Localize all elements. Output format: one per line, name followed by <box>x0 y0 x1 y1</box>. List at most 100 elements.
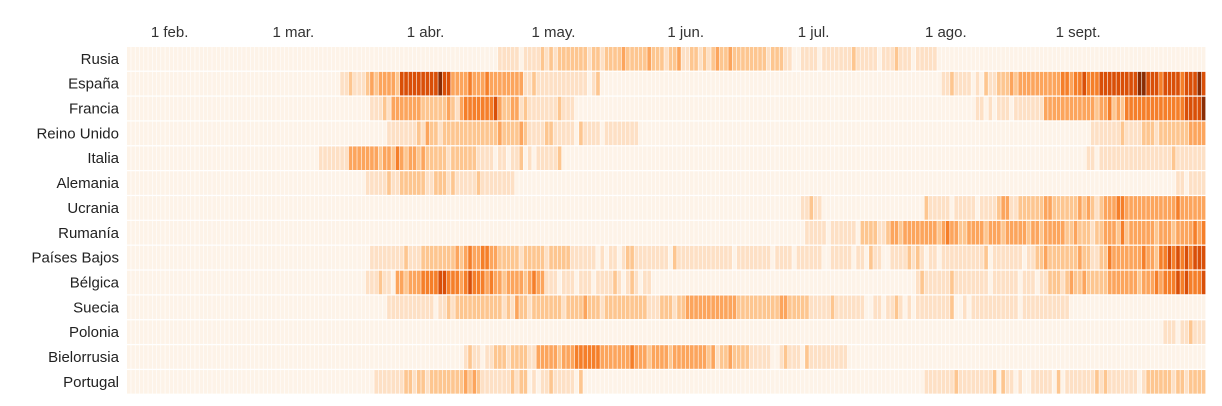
heatmap-cell <box>698 47 703 71</box>
heatmap-cell <box>770 370 775 394</box>
heatmap-cell <box>792 295 796 320</box>
heatmap-cell <box>702 47 707 71</box>
heatmap-cell <box>259 121 263 146</box>
heatmap-cell <box>544 47 549 71</box>
heatmap-cell <box>800 270 805 295</box>
heatmap-cell <box>1197 370 1202 394</box>
heatmap-cell <box>775 96 779 121</box>
heatmap-cell <box>877 121 882 146</box>
heatmap-cell <box>173 146 178 170</box>
heatmap-cell <box>988 196 993 220</box>
heatmap-cell <box>792 345 796 369</box>
heatmap-cell <box>169 220 174 245</box>
heatmap-cell <box>788 295 792 320</box>
heatmap-cell <box>937 171 941 195</box>
heatmap-cell <box>1043 96 1048 121</box>
heatmap-cell <box>762 171 767 195</box>
heatmap-cell <box>152 370 157 394</box>
heatmap-cell <box>135 270 140 295</box>
heatmap-cell <box>425 245 430 270</box>
heatmap-cell <box>468 121 472 146</box>
heatmap-cell <box>668 146 673 170</box>
heatmap-cell <box>911 47 916 71</box>
heatmap-cell <box>216 96 221 121</box>
heatmap-cell <box>604 71 609 96</box>
heatmap-cell <box>404 245 408 270</box>
heatmap-cell <box>591 320 596 344</box>
heatmap-cell <box>788 320 792 344</box>
row-label: Portugal <box>63 374 119 391</box>
heatmap-cell <box>898 47 903 71</box>
heatmap-cell <box>139 370 144 394</box>
heatmap-cell <box>873 71 878 96</box>
heatmap-cell <box>873 146 878 170</box>
heatmap-cell <box>886 96 890 121</box>
heatmap-cell <box>276 146 280 170</box>
heatmap-cell <box>378 220 383 245</box>
heatmap-cell <box>335 196 340 220</box>
heatmap-cell <box>962 345 967 369</box>
heatmap-cell <box>962 220 967 245</box>
heatmap-cell <box>562 270 566 295</box>
heatmap-cell <box>173 295 178 320</box>
heatmap-cell <box>732 196 737 220</box>
heatmap-cell <box>933 47 937 71</box>
heatmap-cell <box>1031 121 1035 146</box>
heatmap-cell <box>822 295 826 320</box>
heatmap-cell <box>237 146 242 170</box>
heatmap-cell <box>694 345 698 369</box>
heatmap-cell <box>502 196 506 220</box>
heatmap-cell <box>523 245 528 270</box>
heatmap-cell <box>600 171 605 195</box>
heatmap-cell <box>779 121 784 146</box>
heatmap-cell <box>242 71 246 96</box>
heatmap-cell <box>1086 320 1091 344</box>
heatmap-cell <box>203 121 208 146</box>
heatmap-cell <box>532 171 536 195</box>
heatmap-cell <box>459 320 464 344</box>
heatmap-cell <box>753 345 758 369</box>
heatmap-cell <box>318 370 323 394</box>
heatmap-cell <box>399 345 404 369</box>
heatmap-cell <box>643 220 647 245</box>
heatmap-cell <box>562 71 566 96</box>
heatmap-cell <box>1001 245 1005 270</box>
heatmap-cell <box>570 320 575 344</box>
heatmap-cell <box>770 171 775 195</box>
heatmap-cell <box>399 295 404 320</box>
heatmap-cell <box>417 196 421 220</box>
heatmap-cell <box>1188 370 1193 394</box>
heatmap-cell <box>242 196 246 220</box>
heatmap-cell <box>898 370 903 394</box>
heatmap-cell <box>365 71 370 96</box>
heatmap-cell <box>374 370 379 394</box>
heatmap-cell <box>485 245 489 270</box>
heatmap-cell <box>1176 345 1180 369</box>
heatmap-cell <box>289 96 293 121</box>
heatmap-cell <box>587 220 592 245</box>
heatmap-cell <box>975 121 980 146</box>
heatmap-cell <box>566 71 570 96</box>
heatmap-cell <box>370 121 374 146</box>
heatmap-cell <box>1005 345 1010 369</box>
heatmap-cell <box>638 47 643 71</box>
heatmap-cell <box>1086 121 1091 146</box>
heatmap-cell <box>489 245 494 270</box>
heatmap-cell <box>958 196 963 220</box>
heatmap-cell <box>289 295 293 320</box>
heatmap-cell <box>340 320 344 344</box>
heatmap-cell <box>604 47 609 71</box>
heatmap-cell <box>574 270 579 295</box>
heatmap-cell <box>434 121 438 146</box>
heatmap-cell <box>753 370 758 394</box>
heatmap-cell <box>817 320 822 344</box>
heatmap-cell <box>1039 121 1044 146</box>
heatmap-cell <box>1095 295 1099 320</box>
heatmap-cell <box>1142 71 1146 96</box>
heatmap-cell <box>655 295 660 320</box>
heatmap-cell <box>1078 320 1082 344</box>
heatmap-cell <box>762 345 767 369</box>
heatmap-cell <box>800 295 805 320</box>
heatmap-cell <box>604 270 609 295</box>
heatmap-cell <box>724 146 728 170</box>
